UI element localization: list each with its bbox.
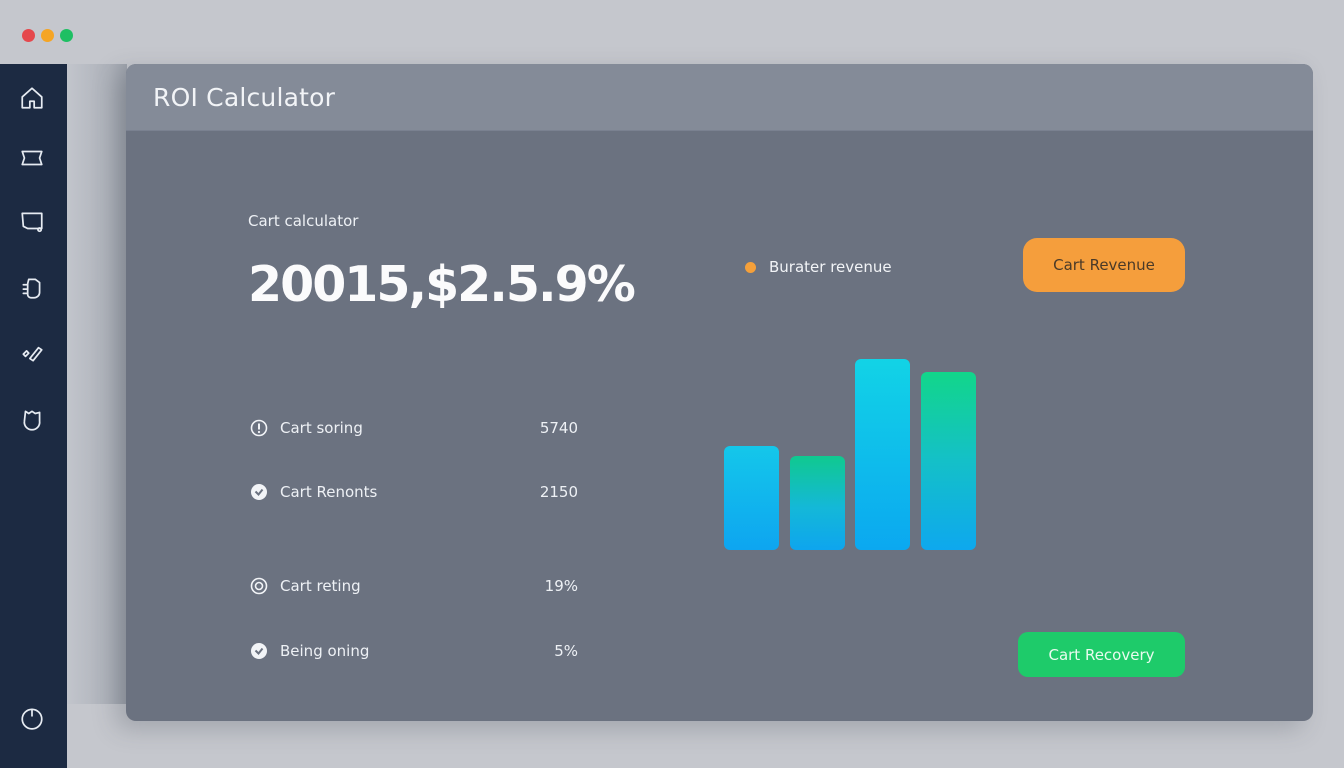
power-button[interactable] xyxy=(18,704,46,732)
metric-row[interactable]: Cart reting 19% xyxy=(250,574,578,598)
target-icon xyxy=(250,577,268,595)
check-icon xyxy=(250,483,268,501)
cart-icon xyxy=(21,212,43,233)
sidebar-item-cart[interactable] xyxy=(18,208,46,236)
metric-value: 5% xyxy=(554,642,578,660)
card-header: ROI Calculator xyxy=(126,64,1313,131)
window-controls xyxy=(22,29,73,42)
chart-legend: Burater revenue xyxy=(745,258,892,276)
background-shadow xyxy=(67,64,127,704)
close-window-button[interactable] xyxy=(22,29,35,42)
sidebar-item-tools[interactable] xyxy=(18,338,46,366)
calculator-total-value: 20015,$2.5.9% xyxy=(248,256,636,313)
chart-bar xyxy=(921,372,976,550)
roi-calculator-card: ROI Calculator Cart calculator 20015,$2.… xyxy=(126,64,1313,721)
sidebar-item-tickets[interactable] xyxy=(18,144,46,172)
sidebar-item-hand[interactable] xyxy=(18,274,46,302)
metric-label: Being oning xyxy=(280,642,370,660)
chart-bar xyxy=(855,359,910,550)
cart-revenue-button[interactable]: Cart Revenue xyxy=(1023,238,1185,292)
metric-label: Cart Renonts xyxy=(280,483,378,501)
tools-icon xyxy=(22,346,43,362)
metric-value: 2150 xyxy=(539,483,578,501)
chart-bar xyxy=(724,446,779,550)
alert-icon xyxy=(250,419,268,437)
check-icon xyxy=(250,642,268,660)
metric-label: Cart soring xyxy=(280,419,363,437)
ticket-icon xyxy=(21,150,43,166)
hand-icon xyxy=(22,278,41,299)
metric-row[interactable]: Being oning 5% xyxy=(250,639,578,663)
power-icon xyxy=(21,708,43,730)
legend-label: Burater revenue xyxy=(769,258,892,276)
metric-value: 5740 xyxy=(539,419,578,437)
metric-row[interactable]: Cart Renonts 2150 xyxy=(250,480,578,504)
revenue-bar-chart xyxy=(724,354,984,550)
home-icon xyxy=(21,87,43,109)
legend-dot-icon xyxy=(745,261,756,273)
calculator-label: Cart calculator xyxy=(248,212,359,230)
metric-row[interactable]: Cart soring 5740 xyxy=(250,416,578,440)
sidebar-item-home[interactable] xyxy=(18,84,46,112)
metric-value: 19% xyxy=(544,577,578,595)
cart-recovery-button[interactable]: Cart Recovery xyxy=(1018,632,1185,677)
sidebar xyxy=(0,64,67,768)
maximize-window-button[interactable] xyxy=(60,29,73,42)
sidebar-item-shield[interactable] xyxy=(18,406,46,434)
page-title: ROI Calculator xyxy=(153,82,336,112)
minimize-window-button[interactable] xyxy=(41,29,54,42)
shield-icon xyxy=(23,410,41,431)
metric-label: Cart reting xyxy=(280,577,361,595)
chart-bar xyxy=(790,456,845,550)
